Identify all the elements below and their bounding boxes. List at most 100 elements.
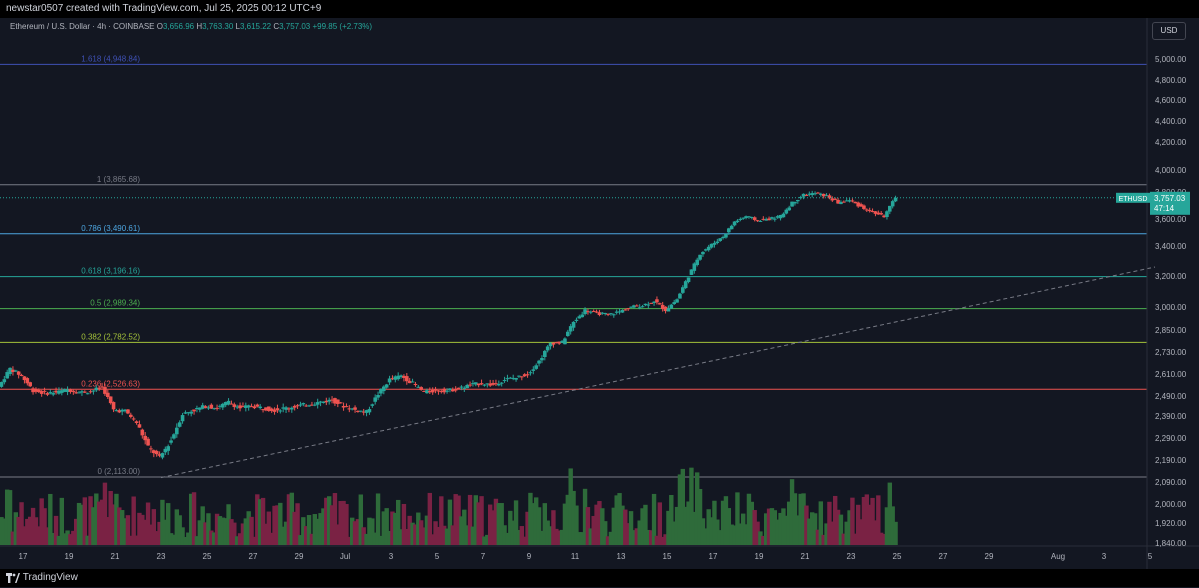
volume-bar bbox=[873, 520, 878, 545]
volume-bar bbox=[502, 525, 507, 545]
candle-body bbox=[543, 350, 547, 358]
candle-body bbox=[669, 304, 674, 309]
candle-body bbox=[28, 382, 32, 387]
volume-bar bbox=[140, 514, 145, 545]
candle-body bbox=[508, 377, 513, 379]
y-tick-label: 1,920.00 bbox=[1155, 519, 1187, 528]
candle-body bbox=[442, 388, 446, 393]
volume-bar bbox=[821, 534, 826, 545]
volume-bar bbox=[798, 493, 803, 545]
volume-bar bbox=[459, 516, 464, 545]
candle-body bbox=[336, 399, 340, 404]
volume-bar bbox=[30, 507, 36, 545]
candle-body bbox=[367, 409, 372, 413]
volume-bar bbox=[266, 511, 272, 545]
candle-body bbox=[192, 409, 196, 412]
volume-bar bbox=[487, 504, 493, 545]
volume-bar bbox=[464, 525, 470, 545]
candle-body bbox=[149, 448, 153, 450]
volume-bar bbox=[715, 519, 720, 545]
candle-body bbox=[330, 399, 334, 401]
x-tick-label: 25 bbox=[893, 552, 902, 561]
volume-bar bbox=[324, 497, 329, 545]
volume-bar bbox=[605, 536, 611, 545]
candle-body bbox=[801, 193, 806, 197]
volume-bar bbox=[855, 504, 861, 545]
candle-body bbox=[692, 263, 697, 271]
y-tick-label: 2,000.00 bbox=[1155, 500, 1187, 509]
volume-bar bbox=[401, 503, 407, 545]
price-chart[interactable]: 1.618 (4,948.84) 1 (3,865.68) 0.786 (3,490… bbox=[0, 18, 1199, 569]
volume-bar bbox=[726, 508, 732, 545]
candle-body bbox=[292, 405, 297, 408]
candle-body bbox=[215, 407, 219, 409]
volume-bar bbox=[850, 497, 855, 545]
volume-bar bbox=[761, 535, 766, 545]
volume-bar bbox=[784, 515, 789, 545]
y-tick-label: 4,800.00 bbox=[1155, 76, 1187, 85]
price-tag-bg bbox=[1150, 191, 1190, 215]
price-tag-value: 3,757.03 bbox=[1154, 194, 1186, 203]
volume-bar bbox=[255, 494, 260, 545]
candle-body bbox=[108, 396, 113, 404]
volume-bar bbox=[528, 492, 533, 545]
volume-bar bbox=[433, 521, 438, 545]
candle-body bbox=[8, 367, 12, 375]
volume-bar bbox=[306, 515, 312, 545]
volume-bar bbox=[628, 511, 634, 545]
volume-bar bbox=[114, 493, 119, 545]
candle-body bbox=[413, 383, 418, 386]
candle-body bbox=[407, 380, 412, 384]
volume-bar bbox=[381, 511, 387, 545]
candle-body bbox=[39, 390, 44, 394]
x-tick-label: Jul bbox=[340, 552, 350, 561]
candle-body bbox=[223, 402, 228, 406]
currency-button[interactable]: USD bbox=[1152, 22, 1186, 40]
candle-body bbox=[643, 303, 648, 306]
candle-body bbox=[577, 316, 582, 319]
x-tick-label: 15 bbox=[663, 552, 672, 561]
volume-bar bbox=[881, 533, 887, 545]
header-bar: newstar0507 created with TradingView.com… bbox=[0, 0, 1199, 18]
candle-body bbox=[545, 346, 550, 351]
candle-body bbox=[465, 384, 469, 389]
candle-body bbox=[258, 406, 262, 409]
candle-body bbox=[275, 408, 280, 411]
volume-bar bbox=[666, 510, 671, 545]
candle-body bbox=[773, 218, 777, 220]
candle-body bbox=[410, 381, 415, 383]
chart-area[interactable]: 1.618 (4,948.84) 1 (3,865.68) 0.786 (3,490… bbox=[0, 18, 1199, 569]
volume-bar bbox=[68, 534, 73, 545]
candle-body bbox=[888, 205, 892, 212]
candle-body bbox=[123, 409, 127, 412]
volume-bar bbox=[372, 532, 378, 545]
candle-body bbox=[157, 454, 162, 456]
volume-bar bbox=[743, 524, 749, 545]
candle-body bbox=[787, 207, 791, 211]
candle-body bbox=[384, 384, 389, 388]
candle-body bbox=[810, 193, 814, 196]
volume-bar bbox=[82, 497, 88, 545]
volume-bar bbox=[467, 494, 473, 545]
candle-body bbox=[324, 400, 329, 403]
candle-body bbox=[658, 303, 662, 305]
volume-bar bbox=[591, 515, 596, 545]
volume-bar bbox=[470, 526, 476, 545]
candle-body bbox=[177, 422, 182, 427]
candle-body bbox=[833, 198, 837, 200]
candle-body bbox=[295, 405, 300, 407]
volume-bar bbox=[188, 493, 194, 545]
volume-bar bbox=[444, 528, 450, 545]
candle-body bbox=[824, 195, 829, 197]
volume-bar bbox=[209, 530, 214, 545]
candle-body bbox=[663, 306, 668, 312]
candle-body bbox=[287, 408, 291, 410]
volume-bar bbox=[71, 530, 76, 545]
volume-bar bbox=[85, 535, 90, 545]
volume-bar bbox=[378, 535, 384, 545]
x-tick-label: 23 bbox=[847, 552, 856, 561]
volume-bar bbox=[145, 502, 151, 545]
volume-bar bbox=[815, 529, 821, 545]
volume-bar bbox=[200, 506, 205, 545]
candle-body bbox=[261, 409, 265, 411]
